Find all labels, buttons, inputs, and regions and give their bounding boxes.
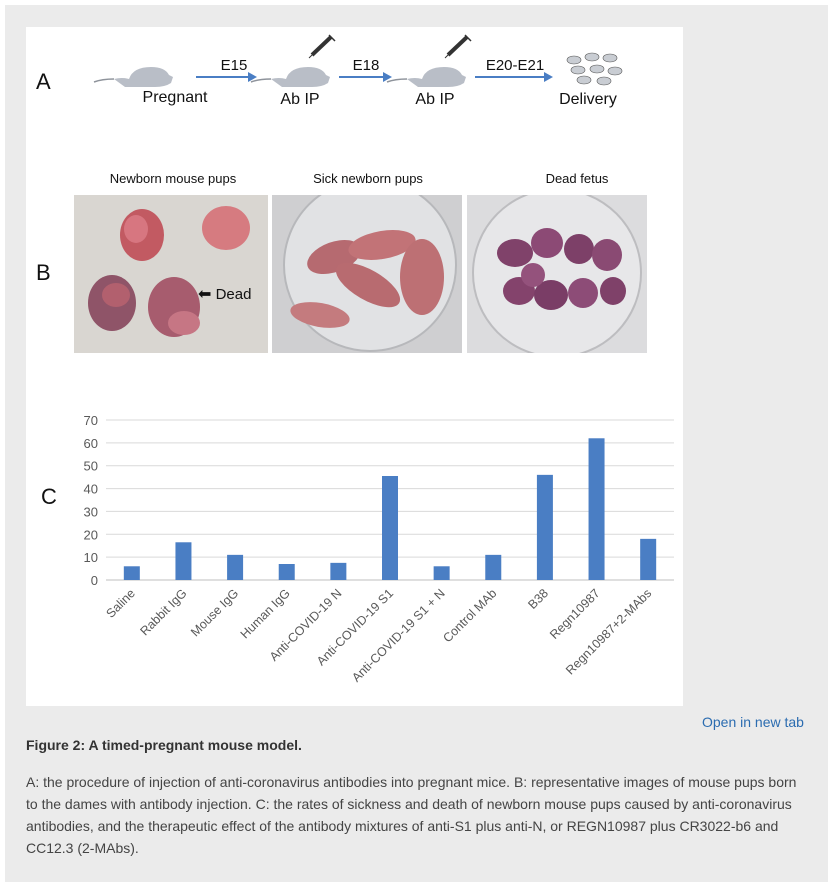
pups-icon xyxy=(566,52,623,86)
panel-b-letter: B xyxy=(36,260,51,285)
y-tick-label: 20 xyxy=(84,527,98,542)
dead-fetus-photo xyxy=(467,195,647,353)
dead-label: ⬅ Dead xyxy=(198,284,251,304)
syringe-icon xyxy=(308,34,336,59)
arrow-label-2: E18 xyxy=(352,57,380,74)
bar xyxy=(485,554,502,580)
photo-title-1: Newborn mouse pups xyxy=(109,171,237,186)
y-tick-label: 30 xyxy=(84,504,98,519)
panel-c-letter: C xyxy=(41,484,57,509)
bar xyxy=(123,566,140,580)
y-tick-label: 0 xyxy=(91,573,98,588)
pregnant-mouse-icon xyxy=(93,67,173,87)
photo-title-3: Dead fetus xyxy=(545,171,609,186)
x-tick-label: Regn10987 xyxy=(547,586,603,642)
dead-label-text: Dead xyxy=(215,286,252,303)
x-tick-label: Anti-COVID-19 S1 + N xyxy=(349,586,448,685)
figure-caption-text: A: the procedure of injection of anti-co… xyxy=(26,774,797,856)
x-tick-label: Regn10987+2-MAbs xyxy=(563,586,654,677)
y-tick-label: 60 xyxy=(84,436,98,451)
newborn-pups-photo xyxy=(74,195,268,353)
x-tick-label: Mouse IgG xyxy=(188,586,241,639)
step-label-2: Ab IP xyxy=(280,91,320,108)
x-tick-label: Human IgG xyxy=(238,586,293,641)
syringe-icon xyxy=(444,34,472,59)
newborn-pups-illustration xyxy=(88,206,250,337)
arrow-label-1: E15 xyxy=(220,57,248,74)
step-label-1: Pregnant xyxy=(142,89,208,106)
bar xyxy=(536,474,553,580)
sick-pups-photo xyxy=(272,195,462,353)
step-label-4: Delivery xyxy=(559,91,617,108)
bar xyxy=(175,542,192,580)
left-arrow-icon: ⬅ xyxy=(198,286,212,303)
x-tick-label: Rabbit IgG xyxy=(137,586,189,638)
open-in-new-tab-link[interactable]: Open in new tab xyxy=(702,714,804,730)
photo-title-2: Sick newborn pups xyxy=(313,171,423,186)
y-tick-label: 70 xyxy=(84,413,98,428)
x-tick-label: B38 xyxy=(525,586,551,612)
arrow-e20-e21 xyxy=(475,72,553,82)
arrow-label-3: E20-E21 xyxy=(485,57,545,74)
bar xyxy=(382,476,398,580)
figure-image: A xyxy=(26,27,683,706)
procedure-diagram xyxy=(93,34,623,87)
y-tick-label: 50 xyxy=(84,459,98,474)
figure-panel: A xyxy=(5,5,828,882)
bar xyxy=(227,554,244,580)
sick-pups-illustration xyxy=(283,195,457,352)
y-tick-label: 10 xyxy=(84,550,98,565)
arrow-e18 xyxy=(339,72,392,82)
y-tick-label: 40 xyxy=(84,482,98,497)
arrow-e15 xyxy=(196,72,257,82)
bar xyxy=(330,562,347,580)
bar xyxy=(588,438,605,580)
injected-mouse-icon xyxy=(250,67,330,87)
x-tick-label: Control MAb xyxy=(440,586,499,645)
x-tick-label: Saline xyxy=(103,586,138,621)
step-label-3: Ab IP xyxy=(415,91,455,108)
bar xyxy=(433,566,450,580)
injected-mouse-icon xyxy=(386,67,466,87)
bar xyxy=(278,564,295,580)
bar xyxy=(640,538,657,580)
figure-caption-title: Figure 2: A timed-pregnant mouse model. xyxy=(26,737,302,753)
panel-a-letter: A xyxy=(36,69,51,94)
dead-fetus-illustration xyxy=(472,195,642,353)
